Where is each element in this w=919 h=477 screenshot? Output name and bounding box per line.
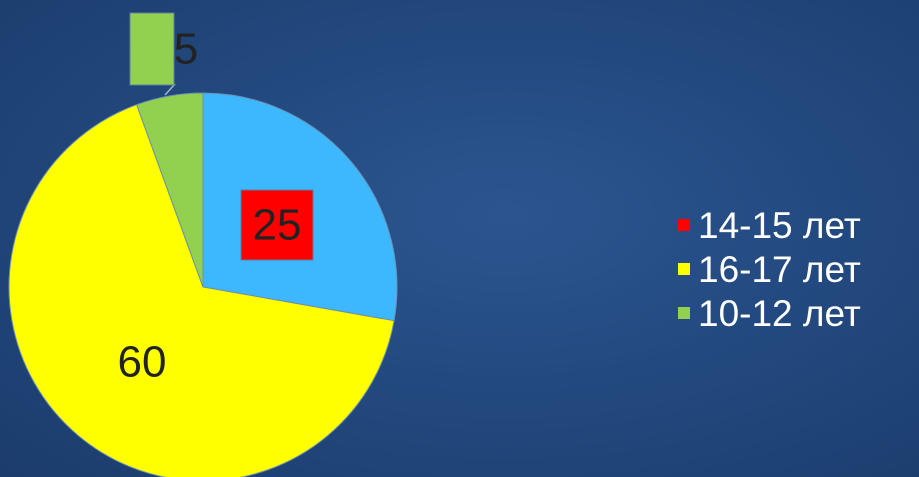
- legend-item-10-12: 10-12 лет: [678, 291, 861, 335]
- data-label-14-15: 25: [253, 201, 302, 250]
- data-label-box-14-15: [240, 189, 314, 261]
- legend-item-14-15: 14-15 лет: [678, 203, 861, 247]
- data-label-box-10-12: [129, 12, 175, 86]
- legend-swatch-16-17: [678, 263, 690, 275]
- data-labels: 25 60 5: [118, 12, 314, 387]
- legend-label-10-12: 10-12 лет: [698, 292, 861, 334]
- pie-slice-10-12: [136, 92, 204, 288]
- legend-swatch-14-15: [678, 219, 690, 231]
- pie-slice-16-17: [8, 104, 395, 477]
- legend-item-16-17: 16-17 лет: [678, 247, 861, 291]
- data-label-10-12: 5: [174, 25, 198, 74]
- label-leader-line-10-12: [164, 83, 176, 96]
- legend: 14-15 лет 16-17 лет 10-12 лет: [678, 203, 861, 335]
- pie-slices: [8, 92, 398, 477]
- data-label-16-17: 60: [118, 338, 167, 387]
- legend-label-16-17: 16-17 лет: [698, 248, 861, 290]
- legend-swatch-10-12: [678, 307, 690, 319]
- legend-label-14-15: 14-15 лет: [698, 204, 861, 246]
